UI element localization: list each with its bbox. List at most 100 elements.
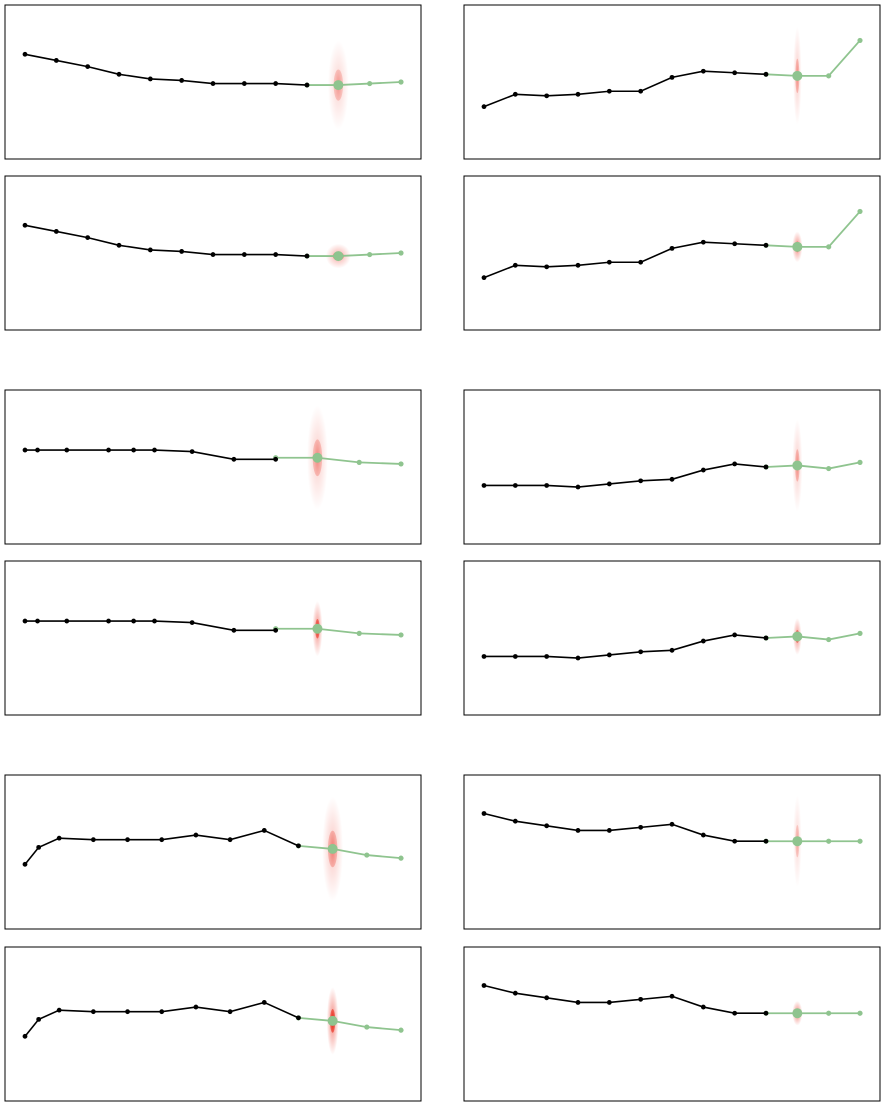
observed-line [483,241,767,279]
future-point [857,37,863,44]
observed-point [544,93,550,99]
observed-point [544,264,550,270]
future-point [364,852,370,858]
observed-point [512,483,518,488]
future-point [826,1010,832,1016]
future-line [765,461,861,470]
observed-point [273,81,279,86]
panel-row3-left [4,389,422,545]
observed-point [116,71,122,77]
observed-point [241,81,247,86]
future-point [398,250,404,256]
observed-point [481,811,487,816]
observed-point [22,447,28,453]
observed-point [227,837,233,843]
observed-point [575,262,581,268]
future-point [398,632,404,638]
observed-point [90,837,96,843]
observed-point [700,467,706,473]
observed-point [106,447,111,453]
observed-point [131,447,137,453]
observed-point [763,464,769,470]
panel-row3-right [463,389,881,545]
panel-frame [463,946,881,1102]
observed-point [304,253,310,259]
observed-point [575,91,581,97]
observed-point [296,843,301,849]
future-line [298,1016,402,1032]
observed-point [193,1004,199,1010]
panel-row2-right [463,175,881,331]
observed-point [638,996,644,1002]
observed-point [131,618,137,624]
future-line [298,844,402,860]
highlight-point [792,631,803,642]
future-line [765,210,861,248]
observed-point [512,91,518,97]
observed-point [732,1010,738,1016]
observed-point [575,1000,581,1005]
observed-point [575,655,581,661]
future-point [857,1010,863,1016]
observed-point [296,1015,301,1021]
observed-point [64,618,70,624]
observed-point [544,654,550,659]
observed-point [606,481,612,487]
observed-point [638,88,644,94]
observed-point [85,235,91,241]
observed-point [481,104,487,110]
observed-point [763,242,769,248]
observed-point [732,70,738,76]
observed-point [638,649,644,655]
observed-point [544,483,550,488]
future-line [765,632,861,641]
future-point [398,79,404,85]
observed-point [22,222,28,228]
observed-point [763,838,769,844]
observed-point [152,447,157,453]
observed-point [512,654,518,659]
observed-point [606,259,612,265]
observed-point [575,828,581,833]
observed-point [22,51,28,57]
observed-line [24,224,308,257]
future-line [275,456,402,465]
observed-point [36,844,42,850]
observed-point [700,68,706,74]
observed-point [544,995,550,1001]
observed-point [56,1007,62,1013]
panel-frame [4,946,422,1102]
observed-point [669,821,675,827]
highlight-point [792,241,803,252]
observed-point [106,618,111,624]
future-point [857,838,863,844]
observed-point [261,828,267,833]
observed-point [732,838,738,844]
future-point [398,855,404,861]
panel-frame [463,175,881,331]
observed-point [227,1009,233,1015]
observed-point [638,824,644,830]
observed-point [700,239,706,245]
observed-point [606,828,612,833]
observed-point [147,247,153,253]
future-point [857,208,863,215]
observed-point [241,252,247,257]
observed-point [273,456,279,462]
highlight-point [312,452,323,463]
observed-point [700,1004,706,1010]
observed-line [483,812,766,843]
future-point [857,630,863,636]
observed-point [732,241,738,247]
future-point [826,838,832,844]
panel-frame [4,560,422,716]
future-point [367,80,373,87]
observed-point [606,1000,612,1005]
highlight-point [792,1008,803,1019]
observed-point [64,447,70,453]
observed-point [273,252,279,257]
observed-point [53,58,59,63]
observed-point [732,461,738,467]
observed-point [763,71,769,77]
observed-point [575,484,581,490]
